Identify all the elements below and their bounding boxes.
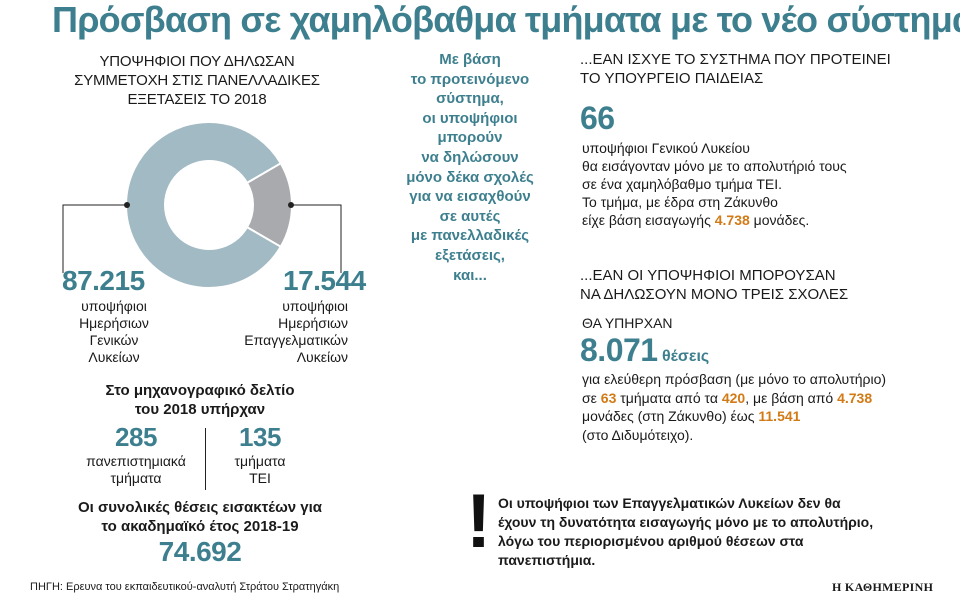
general-lyceum-block: 87.215 υποψήφιοι Ημερήσιων Γενικών Λυκεί…	[62, 266, 172, 366]
note-line: πανεπιστήμια.	[498, 552, 596, 568]
scenario1-line: θα εισάγονταν μόνο με το απολυτήριό τους	[582, 158, 847, 174]
scenario2-line: (στο Διδυμότειχο).	[582, 426, 694, 443]
middle-line: εξετάσεις,	[435, 246, 505, 264]
middle-line: και...	[453, 266, 487, 284]
note-line: έχουν τη δυνατότητα εισαγωγής μόνο με το…	[498, 514, 874, 530]
scenario2-heading: ...ΕΑΝ ΟΙ ΥΠΟΨΗΦΙΟΙ ΜΠΟΡΟΥΣΑΝ ΝΑ ΔΗΛΩΣΟΥ…	[580, 266, 952, 304]
leader-dot-vocational	[288, 202, 294, 208]
middle-line: μπορούν	[437, 129, 503, 147]
donut-chart	[62, 121, 342, 289]
scenario2-text-d: μονάδες (στη Ζάκυνθο) έως	[582, 408, 755, 424]
scenario2-sub: ΘΑ ΥΠΗΡΧΑΝ	[582, 315, 673, 331]
note-text: Οι υποψήφιοι των Επαγγελματικών Λυκείων …	[498, 494, 898, 570]
donut-slice-general	[125, 121, 283, 289]
scenario1-heading-line: ...ΕΑΝ ΙΣΧΥΕ ΤΟ ΣΥΣΤΗΜΑ ΠΟΥ ΠΡΟΤΕΙΝΕΙ	[580, 51, 891, 68]
scenario1-line: υποψήφιοι Γενικού Λυκείου	[582, 140, 750, 156]
vocational-lyceum-number: 17.544	[283, 265, 366, 296]
leader-line-vocational	[291, 204, 342, 273]
scenario1-line: Το τμήμα, με έδρα στη Ζάκυνθο	[582, 194, 778, 210]
middle-line: με πανελλαδικές	[410, 227, 530, 245]
scenario1-line: σε ένα χαμηλόβαθμο τμήμα ΤΕΙ.	[582, 176, 783, 192]
scenario2-line: σε 63 τμήματα από τα 420, με βάση από 4.…	[582, 389, 952, 408]
middle-line: Με βάση	[439, 51, 501, 68]
scenario2-unit: θέσεις	[662, 348, 710, 365]
chart-heading-line: ΥΠΟΨΗΦΙΟΙ ΠΟΥ ΔΗΛΩΣΑΝ	[99, 53, 295, 70]
leader-dot-general	[124, 202, 130, 208]
chart-heading-line: ΣΥΜΜΕΤΟΧΗ ΣΤΙΣ ΠΑΝΕΛΛΑΔΙΚΕΣ	[74, 72, 320, 89]
seats-heading-line: Οι συνολικές θέσεις εισακτέων για	[77, 499, 322, 516]
donut-slices	[125, 121, 293, 289]
scenario1-last-pre: είχε βάση εισαγωγής	[582, 212, 711, 228]
scenario2-number: 8.071	[580, 332, 658, 368]
univ-desc-line: τμήματα	[110, 470, 162, 486]
scenario1-text: υποψήφιοι Γενικού Λυκείου θα εισάγονταν …	[582, 139, 952, 229]
scenario2-line: για ελεύθερη πρόσβαση (με μόνο το απολυτ…	[582, 371, 887, 387]
leader-line-general	[62, 204, 127, 273]
middle-text: Με βάση το προτεινόμενο σύστημα, οι υποψ…	[382, 50, 558, 285]
vocational-desc-line: Επαγγελματικών	[244, 332, 348, 348]
univ-number: 285	[115, 422, 157, 452]
middle-line: για να εισαχθούν	[409, 188, 531, 206]
vocational-desc-line: Ημερήσιων	[278, 315, 348, 331]
scenario2-heading-line: ΝΑ ΔΗΛΩΣΟΥΝ ΜΟΝΟ ΤΡΕΙΣ ΣΧΟΛΕΣ	[580, 286, 849, 303]
univ-desc-line: πανεπιστημιακά	[86, 453, 186, 469]
scenario1-last-post: μονάδες.	[753, 212, 810, 228]
seats-heading-line: το ακαδημαϊκό έτος 2018-19	[101, 518, 299, 535]
tei-number: 135	[239, 422, 281, 452]
form-heading-line: του 2018 υπήρχαν	[134, 401, 266, 418]
scenario1-highlight: 4.738	[714, 212, 750, 228]
scenario2-highlight-depts: 63	[600, 389, 617, 406]
page-title: Πρόσβαση σε χαμηλόβαθμα τμήματα με το νέ…	[52, 0, 960, 40]
source-note: ΠΗΓΗ: Ερευνα του εκπαιδευτικού-αναλυτή Σ…	[30, 581, 340, 593]
general-desc-line: Γενικών	[89, 332, 139, 348]
general-desc-line: Ημερήσιων	[79, 315, 149, 331]
middle-line: σύστημα,	[436, 90, 504, 108]
note-line: λόγω του περιορισμένου αριθμού θέσεων στ…	[498, 533, 804, 549]
tei-desc-line: τμήματα	[234, 453, 286, 469]
scenario1-heading-line: ΤΟ ΥΠΟΥΡΓΕΙΟ ΠΑΙΔΕΙΑΣ	[580, 70, 764, 87]
seats-total: 74.692	[158, 536, 242, 567]
scenario1-line: είχε βάση εισαγωγής 4.738 μονάδες.	[582, 211, 952, 229]
middle-line: μόνο δέκα σχολές	[406, 168, 534, 186]
scenario1-heading: ...ΕΑΝ ΙΣΧΥΕ ΤΟ ΣΥΣΤΗΜΑ ΠΟΥ ΠΡΟΤΕΙΝΕΙ ΤΟ…	[580, 50, 952, 88]
note-line: Οι υποψήφιοι των Επαγγελματικών Λυκείων …	[498, 495, 841, 511]
exclamation-icon: !	[466, 479, 492, 564]
vocational-lyceum-block: 17.544 υποψήφιοι Ημερήσιων Επαγγελματικώ…	[218, 265, 366, 366]
general-lyceum-number: 87.215	[62, 265, 145, 296]
scenario2-text-c: , με βάση από	[745, 389, 834, 406]
form-heading-line: Στο μηχανογραφικό δελτίο	[105, 382, 295, 399]
chart-heading-line: ΕΞΕΤΑΣΕΙΣ ΤΟ 2018	[127, 91, 267, 108]
middle-line: να δηλώσουν	[421, 148, 519, 166]
tei-block: 135 τμήματα ΤΕΙ	[215, 423, 305, 487]
general-desc-line: υποψήφιοι	[81, 298, 147, 314]
chart-heading: ΥΠΟΨΗΦΙΟΙ ΠΟΥ ΔΗΛΩΣΑΝ ΣΥΜΜΕΤΟΧΗ ΣΤΙΣ ΠΑΝ…	[62, 52, 332, 109]
donut-slice-vocational	[245, 161, 293, 249]
middle-line: το προτεινόμενο	[410, 70, 530, 88]
scenario2-number-row: 8.071 θέσεις	[580, 333, 709, 367]
scenario2-highlight-min: 4.738	[837, 389, 873, 406]
middle-line: οι υποψήφιοι	[422, 109, 518, 127]
scenario1-number: 66	[580, 100, 615, 136]
scenario2-text-a: σε	[582, 389, 597, 406]
scenario2-text-b: τμήματα από τα	[620, 389, 718, 406]
middle-line: σε αυτές	[439, 207, 501, 225]
scenario2-highlight-total: 420	[721, 389, 746, 406]
vocational-desc-line: υποψήφιοι	[282, 298, 348, 314]
scenario2-line: μονάδες (στη Ζάκυνθο) έως 11.541	[582, 407, 952, 426]
form-heading: Στο μηχανογραφικό δελτίο του 2018 υπήρχα…	[70, 381, 330, 419]
univ-block: 285 πανεπιστημιακά τμήματα	[74, 423, 198, 487]
tei-desc-line: ΤΕΙ	[249, 470, 271, 486]
scenario2-text: για ελεύθερη πρόσβαση (με μόνο το απολυτ…	[582, 370, 952, 444]
vocational-desc-line: Λυκείων	[296, 349, 348, 365]
scenario2-highlight-max: 11.541	[758, 408, 801, 424]
divider	[205, 428, 206, 490]
seats-heading: Οι συνολικές θέσεις εισακτέων για το ακα…	[60, 498, 340, 536]
brand-logo: Η ΚΑΘΗΜΕΡΙΝΗ	[832, 580, 934, 594]
general-desc-line: Λυκείων	[88, 349, 140, 365]
scenario2-heading-line: ...ΕΑΝ ΟΙ ΥΠΟΨΗΦΙΟΙ ΜΠΟΡΟΥΣΑΝ	[580, 267, 836, 284]
